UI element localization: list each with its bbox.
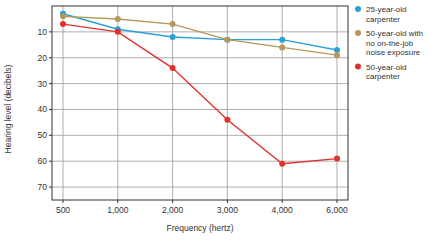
series-point bbox=[224, 37, 230, 43]
x-tick-label: 3,000 bbox=[217, 205, 239, 215]
legend-marker bbox=[355, 30, 361, 36]
series-point bbox=[115, 29, 121, 35]
legend-label-line: carpenter bbox=[366, 15, 400, 24]
series-line bbox=[63, 16, 337, 55]
x-tick-label: 1,000 bbox=[107, 205, 129, 215]
series-point bbox=[115, 16, 121, 22]
series-point bbox=[170, 65, 176, 71]
y-tick-label: 60 bbox=[38, 156, 48, 166]
series-point bbox=[334, 156, 340, 162]
series-line bbox=[63, 24, 337, 164]
series-point bbox=[60, 21, 66, 27]
y-tick-label: 50 bbox=[38, 130, 48, 140]
y-tick-label: 40 bbox=[38, 104, 48, 114]
x-grid-line bbox=[63, 6, 64, 200]
series-point bbox=[279, 161, 285, 167]
series-point bbox=[279, 37, 285, 43]
x-tick-label: 2,000 bbox=[162, 205, 184, 215]
y-tick-label: 70 bbox=[38, 182, 48, 192]
y-tick-label: 30 bbox=[38, 79, 48, 89]
plot-background bbox=[52, 6, 348, 200]
series-point bbox=[224, 117, 230, 123]
legend-label-line: carpenter bbox=[366, 72, 400, 81]
series-point bbox=[224, 37, 230, 43]
series-point bbox=[334, 52, 340, 58]
legend-marker bbox=[355, 6, 361, 12]
legend-label: 25-year-oldcarpenter bbox=[366, 5, 406, 24]
y-grid-line bbox=[52, 135, 348, 136]
legend-label: 50-year-oldcarpenter bbox=[366, 63, 406, 82]
y-axis-title: Hearing level (decibels) bbox=[3, 64, 13, 153]
series-point bbox=[334, 47, 340, 53]
series-point bbox=[279, 44, 285, 50]
series-point bbox=[60, 13, 66, 19]
chart: 10 20 30 40 50 60 70 500 1,000 2,000 3,000 4,000 6,0… bbox=[0, 0, 435, 251]
x-grid-line bbox=[117, 6, 118, 200]
legend-marker bbox=[355, 64, 361, 70]
x-grid-line bbox=[227, 6, 228, 200]
y-tick-label: 20 bbox=[38, 53, 48, 63]
y-grid-line bbox=[52, 109, 348, 110]
y-grid-line bbox=[52, 187, 348, 188]
series-group bbox=[60, 11, 340, 167]
x-tick-label: 6,000 bbox=[326, 205, 348, 215]
x-axis-title: Frequency (hertz) bbox=[166, 223, 233, 233]
legend-label-line: no on-the-job bbox=[366, 39, 414, 48]
series-point bbox=[170, 21, 176, 27]
x-grid-line bbox=[337, 6, 338, 200]
y-grid-line bbox=[52, 83, 348, 84]
y-grid-line bbox=[52, 57, 348, 58]
y-tick-label: 10 bbox=[38, 27, 48, 37]
legend-label-line: 50-year-old bbox=[366, 63, 406, 72]
series-point bbox=[170, 34, 176, 40]
x-tick-label: 4,000 bbox=[272, 205, 294, 215]
legend-label-line: noise exposure bbox=[366, 48, 421, 57]
legend-label: 50-year-old withno on-the-jobnoise expos… bbox=[366, 29, 423, 57]
legend-label-line: 50-year-old with bbox=[366, 29, 423, 38]
legend-label-line: 25-year-old bbox=[366, 5, 406, 14]
plot-frame bbox=[52, 6, 348, 200]
x-tick-label: 500 bbox=[56, 205, 70, 215]
x-grid-line bbox=[282, 6, 283, 200]
